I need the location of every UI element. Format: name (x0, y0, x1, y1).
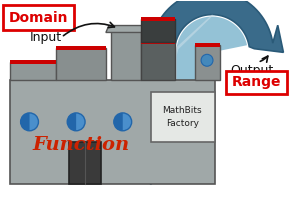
Text: Function: Function (33, 136, 130, 154)
Wedge shape (21, 113, 29, 131)
Polygon shape (56, 46, 106, 50)
Polygon shape (69, 142, 101, 184)
Polygon shape (151, 0, 283, 184)
Polygon shape (141, 17, 175, 21)
Polygon shape (106, 26, 146, 32)
Polygon shape (195, 45, 220, 80)
Polygon shape (141, 42, 175, 80)
Polygon shape (10, 80, 215, 184)
Text: Output: Output (230, 64, 273, 77)
Circle shape (201, 54, 213, 66)
FancyBboxPatch shape (3, 5, 74, 30)
Polygon shape (56, 48, 106, 80)
Polygon shape (141, 40, 175, 44)
Wedge shape (67, 113, 76, 131)
Polygon shape (151, 92, 215, 142)
Polygon shape (176, 17, 247, 160)
Circle shape (67, 113, 85, 131)
Text: Range: Range (232, 75, 281, 89)
Text: MathBits
Factory: MathBits Factory (162, 106, 202, 128)
Text: Input: Input (29, 31, 62, 44)
Circle shape (114, 113, 132, 131)
Polygon shape (10, 60, 56, 64)
Polygon shape (10, 62, 56, 80)
Polygon shape (176, 15, 217, 57)
Polygon shape (195, 43, 220, 47)
Circle shape (21, 113, 39, 131)
Wedge shape (114, 113, 123, 131)
Polygon shape (111, 30, 141, 80)
FancyBboxPatch shape (226, 71, 287, 94)
Polygon shape (141, 19, 175, 42)
Text: Domain: Domain (9, 11, 68, 25)
